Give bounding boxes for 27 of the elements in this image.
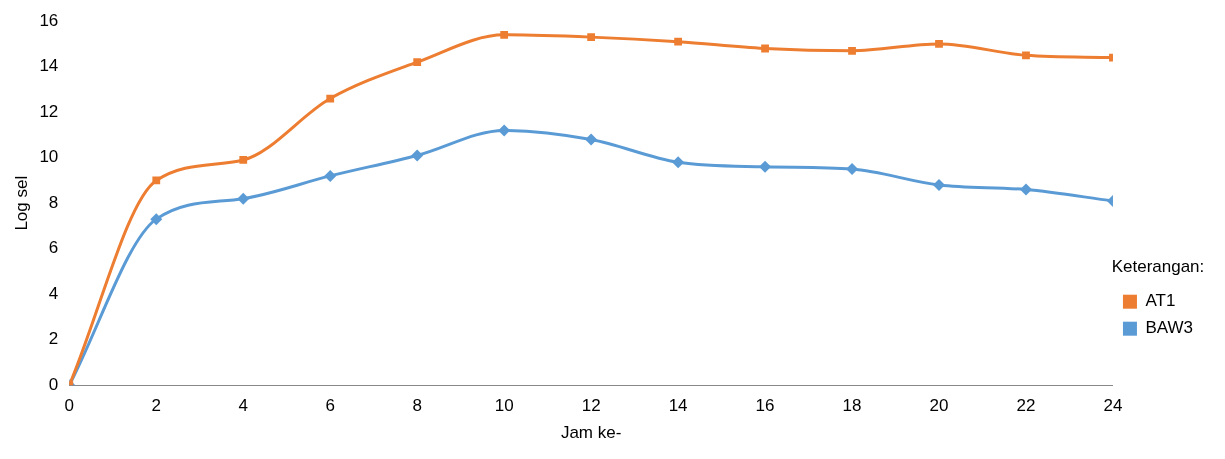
- y-tick-label: 14: [39, 56, 59, 76]
- y-tick-label: 6: [48, 238, 59, 258]
- y-tick-label: 10: [39, 147, 59, 167]
- x-tick-label: 20: [929, 396, 949, 416]
- legend-label: BAW3: [1145, 318, 1193, 338]
- x-axis-title: Jam ke-: [560, 423, 622, 443]
- x-tick-label: 0: [64, 396, 75, 416]
- x-tick-label: 10: [494, 396, 514, 416]
- legend-label: AT1: [1145, 291, 1176, 311]
- x-tick-label: 14: [668, 396, 688, 416]
- y-tick-label: 8: [48, 192, 59, 212]
- x-tick-label: 22: [1016, 396, 1036, 416]
- x-tick-label: 24: [1103, 396, 1123, 416]
- y-tick-label: 2: [48, 329, 59, 349]
- x-tick-label: 12: [581, 396, 601, 416]
- legend-title: Keterangan:: [1111, 256, 1205, 276]
- x-tick-label: 18: [842, 396, 862, 416]
- y-axis-title: Log sel: [11, 175, 31, 231]
- y-tick-label: 0: [48, 374, 59, 394]
- x-tick-label: 4: [238, 396, 248, 416]
- x-tick-label: 2: [151, 396, 162, 416]
- x-tick-label: 6: [325, 396, 335, 416]
- x-tick-label: 8: [412, 396, 422, 416]
- x-tick-label: 16: [755, 396, 775, 416]
- y-tick-label: 16: [39, 10, 59, 30]
- y-tick-label: 12: [39, 101, 59, 121]
- y-tick-label: 4: [48, 283, 59, 303]
